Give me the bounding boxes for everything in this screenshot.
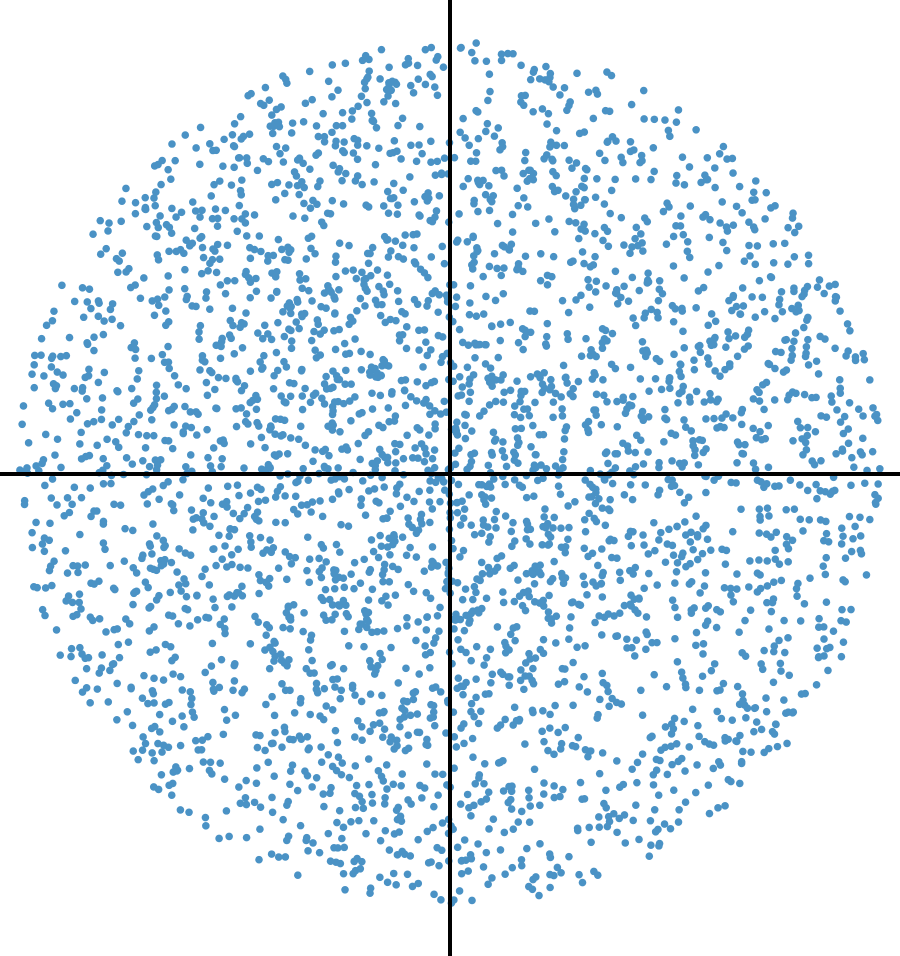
y-axis-line: [448, 0, 452, 956]
x-axis-line: [0, 472, 900, 476]
